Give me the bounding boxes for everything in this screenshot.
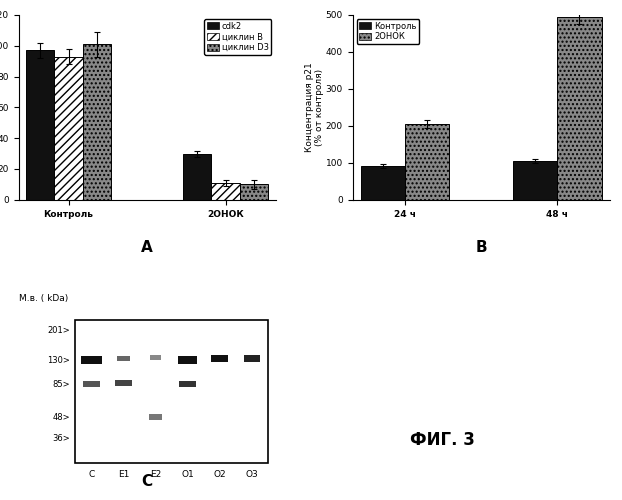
- Legend: cdk2, циклин B, циклин D3: cdk2, циклин B, циклин D3: [205, 19, 271, 55]
- Bar: [240, 184, 269, 200]
- Bar: [513, 161, 557, 200]
- Text: O1: O1: [181, 470, 194, 478]
- Bar: [179, 381, 197, 388]
- Bar: [149, 414, 162, 420]
- Bar: [244, 356, 259, 362]
- Bar: [81, 356, 102, 364]
- Text: 201>: 201>: [47, 326, 70, 334]
- Text: 36>: 36>: [52, 434, 70, 443]
- Text: O3: O3: [246, 470, 258, 478]
- Text: B: B: [475, 240, 487, 254]
- Text: E2: E2: [150, 470, 161, 478]
- Bar: [150, 354, 161, 360]
- Bar: [405, 124, 449, 200]
- Bar: [557, 17, 601, 200]
- Text: ФИГ. 3: ФИГ. 3: [410, 431, 475, 449]
- Bar: [83, 44, 111, 200]
- Text: М.в. ( kDa): М.в. ( kDa): [19, 294, 68, 302]
- Bar: [361, 166, 405, 200]
- Bar: [75, 320, 268, 462]
- Bar: [178, 356, 197, 364]
- Bar: [114, 380, 132, 386]
- Bar: [211, 183, 240, 200]
- Bar: [116, 356, 130, 362]
- Text: 85>: 85>: [52, 380, 70, 389]
- Bar: [211, 355, 228, 362]
- Text: 130>: 130>: [47, 356, 70, 364]
- Text: O2: O2: [213, 470, 226, 478]
- Text: E1: E1: [118, 470, 129, 478]
- Text: A: A: [141, 240, 153, 254]
- Legend: Контроль, 2ОНОК: Контроль, 2ОНОК: [357, 19, 419, 44]
- Bar: [183, 154, 211, 200]
- Bar: [26, 50, 54, 200]
- Text: C: C: [88, 470, 95, 478]
- Text: 48>: 48>: [52, 412, 70, 422]
- Text: C: C: [142, 474, 152, 488]
- Bar: [54, 56, 83, 200]
- Bar: [83, 381, 100, 388]
- Y-axis label: Концентрация р21
(% от контроля): Концентрация р21 (% от контроля): [305, 62, 324, 152]
